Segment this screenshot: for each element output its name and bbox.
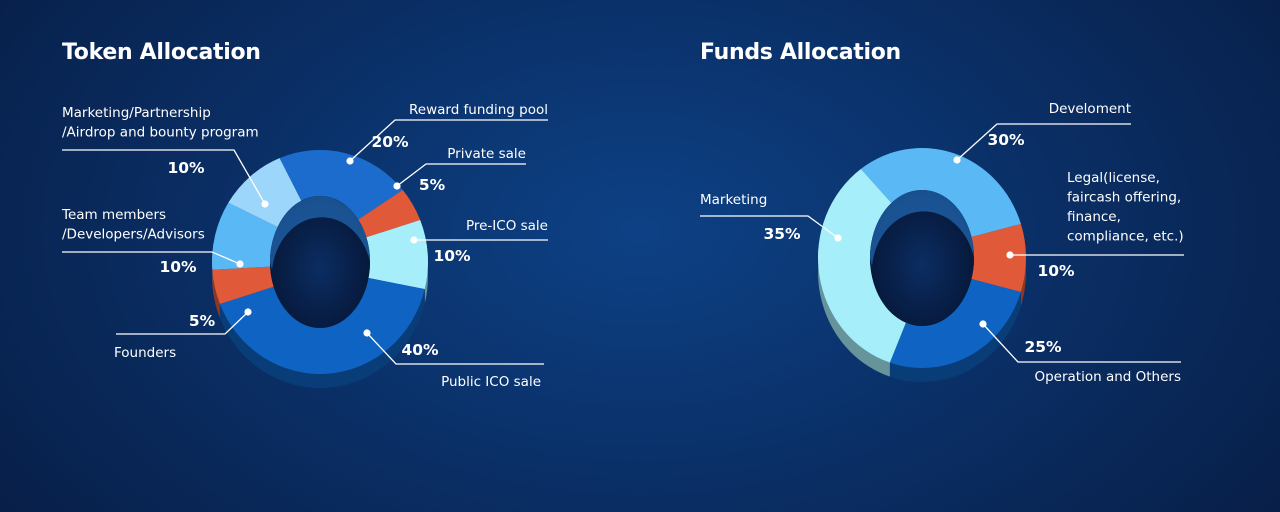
slice-public-ico-sale xyxy=(219,277,425,375)
value-reward-funding-pool: 20% xyxy=(371,133,409,151)
slice-operation-and-others xyxy=(889,279,1021,369)
label-founders: Founders xyxy=(114,345,176,361)
value-develoment: 30% xyxy=(987,131,1025,149)
leader-line-reward-funding-pool xyxy=(349,119,548,162)
label-private-sale: Private sale xyxy=(447,146,526,162)
label-marketing-partnership-airdrop-and-bounty-program: Marketing/Partnership/Airdrop and bounty… xyxy=(62,105,259,141)
funds-allocation-title: Funds Allocation xyxy=(700,40,901,65)
leader-line-private-sale xyxy=(396,163,526,187)
slice-side-public-ico-sale xyxy=(219,289,425,388)
value-pre-ico-sale: 10% xyxy=(433,247,471,265)
marker-dot-pre-ico-sale xyxy=(410,236,418,244)
token-allocation-donut xyxy=(211,150,429,388)
slice-founders xyxy=(212,266,274,304)
label-public-ico-sale: Public ICO sale xyxy=(441,374,541,390)
value-marketing: 35% xyxy=(763,225,801,243)
token-allocation-title: Token Allocation xyxy=(62,40,261,65)
label-team-members-developers-advisors: Team members/Developers/Advisors xyxy=(61,207,205,243)
label-develoment: Develoment xyxy=(1049,101,1131,117)
leader-line-team-members-developers-advisors xyxy=(62,251,241,265)
label-operation-and-others: Operation and Others xyxy=(1034,369,1181,385)
leader-line-marketing-partnership-airdrop-and-bounty-program xyxy=(62,149,266,205)
marker-dot-public-ico-sale xyxy=(363,329,371,337)
slice-marketing xyxy=(817,169,906,363)
label-legal-license-faircash-offering-finance-compliance-etc: Legal(license, faircash offering, finance,… xyxy=(1067,170,1184,245)
label-marketing: Marketing xyxy=(700,192,767,208)
marker-dot-develoment xyxy=(953,156,961,164)
donut-hole xyxy=(270,196,370,328)
marker-dot-reward-funding-pool xyxy=(346,157,354,165)
inner-wall xyxy=(270,196,370,270)
value-legal-license-faircash-offering-finance-compliance-etc: 10% xyxy=(1037,262,1075,280)
leader-line-develoment xyxy=(956,123,1131,161)
label-pre-ico-sale: Pre-ICO sale xyxy=(466,218,548,234)
slice-legal-license-faircash-offering-finance-compliance-etc xyxy=(971,224,1026,292)
marker-dot-founders xyxy=(244,308,252,316)
funds-allocation-donut xyxy=(817,148,1026,382)
leader-line-operation-and-others xyxy=(982,323,1181,363)
label-reward-funding-pool: Reward funding pool xyxy=(409,102,548,118)
leader-line-marketing xyxy=(700,215,839,239)
slice-team-members-developers-advisors xyxy=(211,202,278,270)
marker-dot-marketing-partnership-airdrop-and-bounty-program xyxy=(261,200,269,208)
value-marketing-partnership-airdrop-and-bounty-program: 10% xyxy=(167,159,205,177)
marker-dot-operation-and-others xyxy=(979,320,987,328)
slice-side-founders xyxy=(212,269,220,318)
slice-side-marketing xyxy=(817,169,890,377)
donut-hole xyxy=(870,190,974,326)
marker-dot-marketing xyxy=(834,234,842,242)
slice-private-sale xyxy=(358,190,421,238)
value-founders: 5% xyxy=(189,312,216,330)
leader-line-founders xyxy=(116,311,249,335)
value-operation-and-others: 25% xyxy=(1024,338,1062,356)
slice-develoment xyxy=(860,148,1021,237)
value-public-ico-sale: 40% xyxy=(401,341,439,359)
leader-line-public-ico-sale xyxy=(366,332,544,365)
slice-marketing-partnership-airdrop-and-bounty-program xyxy=(228,158,302,228)
marker-dot-team-members-developers-advisors xyxy=(236,260,244,268)
marker-dot-legal-license-faircash-offering-finance-compliance-etc xyxy=(1006,251,1014,259)
inner-wall xyxy=(870,190,974,266)
value-private-sale: 5% xyxy=(419,176,446,194)
value-team-members-developers-advisors: 10% xyxy=(159,258,197,276)
marker-dot-private-sale xyxy=(393,182,401,190)
slice-reward-funding-pool xyxy=(279,150,403,220)
